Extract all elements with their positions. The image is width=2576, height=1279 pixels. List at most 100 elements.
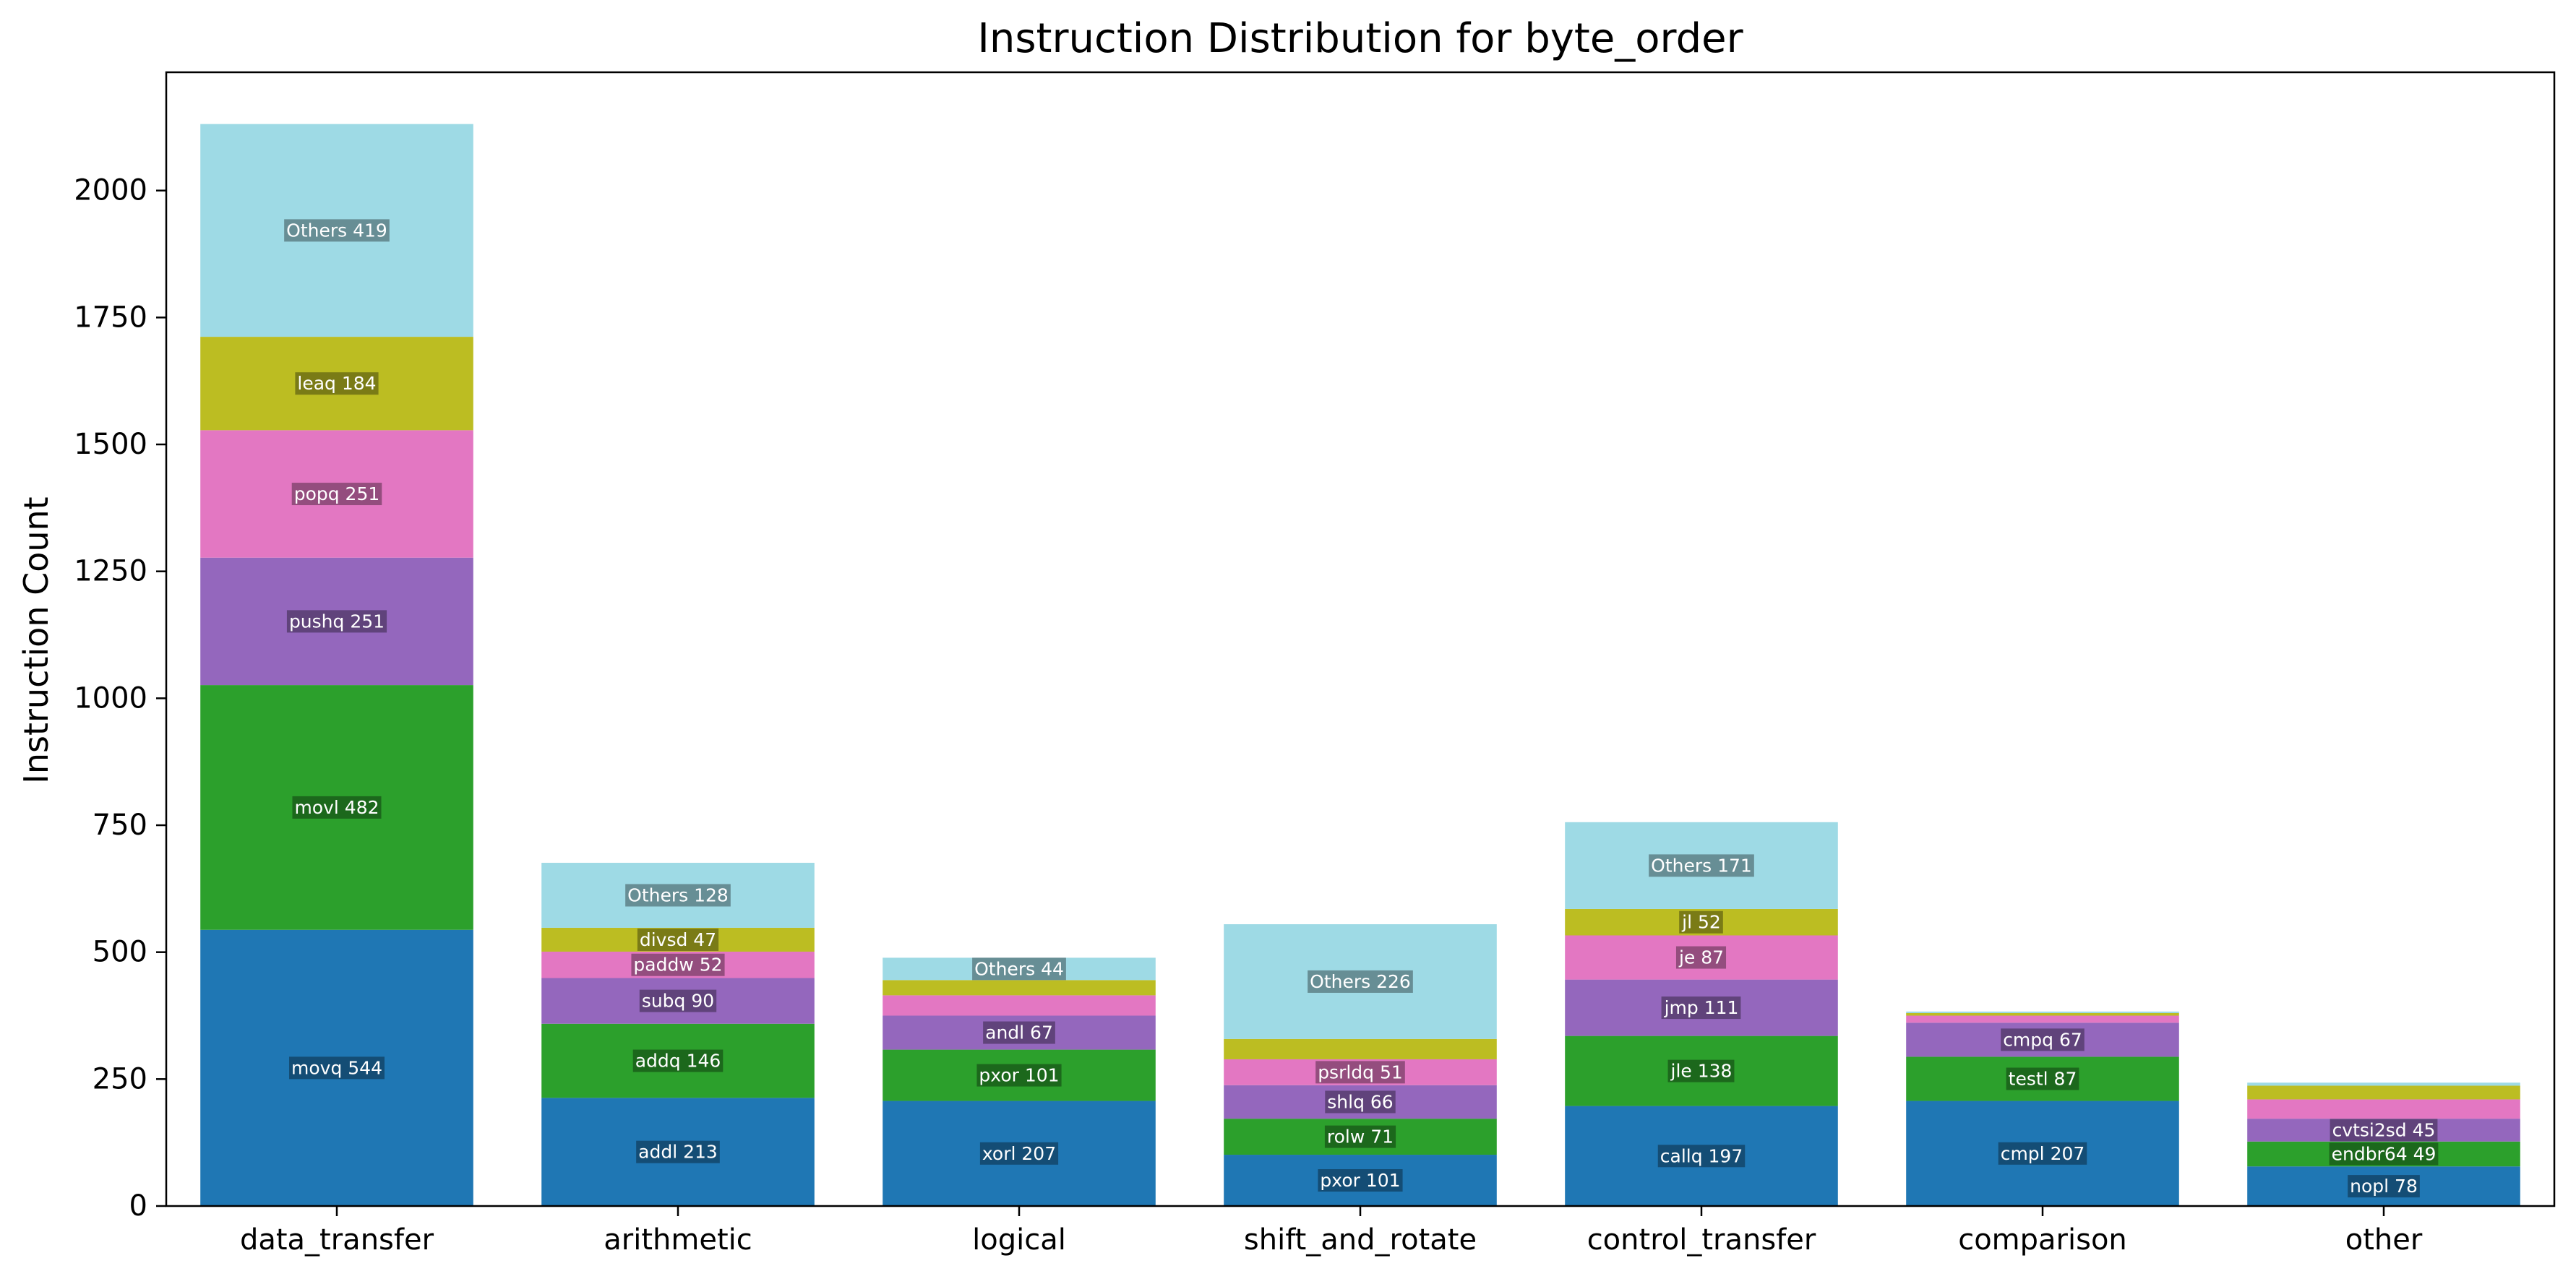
segment-label-background (2330, 1119, 2438, 1142)
segment-label-background (625, 884, 731, 907)
segment-label-control_transfer-others: Others 171 (1649, 854, 1754, 877)
segment-label-comparison-cmpq: cmpq 67 (2001, 1028, 2085, 1051)
segment-label-text: subq 90 (642, 991, 714, 1012)
bar-segment-other-cvtsi2sd (2247, 1119, 2520, 1142)
segment-label-data_transfer-others: Others 419 (284, 219, 390, 242)
bar-segment-data_transfer-movl (200, 685, 473, 930)
segment-label-text: andl 67 (985, 1022, 1053, 1043)
segment-label-text: jle 138 (1670, 1061, 1733, 1082)
segment-label-other-nopl: nopl 78 (2348, 1175, 2420, 1198)
bar-segment-shift_and_rotate-psrldq (1224, 1059, 1497, 1085)
segment-label-background (1661, 996, 1741, 1020)
segment-label-data_transfer-leaq: leaq 184 (295, 372, 379, 395)
bar-segment-data_transfer-popq (200, 430, 473, 558)
bars-layer (200, 124, 2520, 1206)
bar-segment-shift_and_rotate-rolw (1224, 1119, 1497, 1155)
segment-label-arithmetic-addl: addl 213 (636, 1140, 720, 1163)
segment-label-background (289, 1056, 385, 1080)
bar-segment-control_transfer-jmp (1565, 979, 1838, 1036)
axes-layer: 0 250 500 750 1000 1250 1500 1750 2000 data_trans… (74, 71, 2556, 1257)
bar-segment-arithmetic-others (541, 863, 815, 928)
bar-segment-control_transfer-je (1565, 935, 1838, 980)
bar-segment-logical-andl (883, 1015, 1156, 1050)
segment-label-text: cmpl 207 (2001, 1143, 2085, 1164)
segment-label-text: Others 171 (1651, 855, 1752, 876)
segment-label-text: paddw 52 (633, 955, 722, 976)
segment-label-text: rolw 71 (1327, 1127, 1394, 1147)
segment-label-control_transfer-jl: jl 52 (1679, 910, 1723, 934)
segment-label-background (1679, 910, 1723, 934)
y-tick-label: 250 (93, 1062, 147, 1095)
bar-segment-logical-xorl (883, 1101, 1156, 1206)
segment-label-text: endbr64 49 (2332, 1143, 2437, 1164)
segment-label-background (1324, 1125, 1396, 1148)
segment-label-background (632, 1049, 724, 1072)
segment-label-background (979, 1142, 1059, 1165)
bar-segment-control_transfer-callq (1565, 1106, 1838, 1206)
segment-label-arithmetic-addq: addq 146 (632, 1049, 724, 1072)
segment-label-control_transfer-jle: jle 138 (1667, 1059, 1735, 1082)
x-tick-label-arithmetic: arithmetic (604, 1223, 752, 1257)
segment-label-text: pxor 101 (1320, 1170, 1400, 1191)
segment-label-background (1675, 946, 1727, 969)
segment-label-background (976, 1064, 1062, 1087)
bar-segment-other-layer5 (2247, 1082, 2520, 1086)
bar-segment-comparison-cmpq (1906, 1022, 2179, 1057)
segment-label-text: popq 251 (294, 483, 380, 504)
segment-label-background (2348, 1175, 2420, 1198)
segment-label-text: psrldq 51 (1318, 1061, 1403, 1082)
segment-label-text: cmpq 67 (2003, 1029, 2082, 1050)
segment-label-background (1325, 1090, 1396, 1114)
segment-label-text: addq 146 (635, 1051, 721, 1072)
bar-segment-comparison-testl (1906, 1056, 2179, 1101)
bar-segment-comparison-layer5 (1906, 1011, 2179, 1013)
segment-label-text: testl 87 (2009, 1068, 2077, 1089)
bar-segment-control_transfer-jl (1565, 908, 1838, 936)
bar-segment-arithmetic-paddw (541, 951, 815, 978)
segment-label-other-cvtsi2sd: cvtsi2sd 45 (2330, 1119, 2438, 1142)
bar-segment-arithmetic-addq (541, 1023, 815, 1098)
segment-label-data_transfer-pushq: pushq 251 (286, 610, 387, 633)
segment-label-background (2001, 1028, 2085, 1051)
bar-segment-arithmetic-divsd (541, 927, 815, 952)
x-tick-label-other: other (2345, 1223, 2423, 1257)
y-tick-label: 500 (93, 936, 147, 969)
y-tick-label: 1500 (74, 428, 147, 461)
segment-label-arithmetic-divsd: divsd 47 (637, 928, 719, 951)
segment-label-background (292, 796, 382, 819)
bar-segment-data_transfer-others (200, 124, 473, 337)
segment-label-background (1315, 1061, 1405, 1084)
segment-label-data_transfer-movl: movl 482 (292, 796, 382, 819)
segment-label-background (1667, 1059, 1735, 1082)
segment-label-text: xorl 207 (982, 1143, 1056, 1164)
segment-label-shift_and_rotate-psrldq: psrldq 51 (1315, 1061, 1405, 1084)
bar-segment-control_transfer-jle (1565, 1035, 1838, 1106)
segment-label-logical-xorl: xorl 207 (979, 1142, 1059, 1165)
segment-label-comparison-cmpl: cmpl 207 (1998, 1142, 2087, 1165)
bar-segment-comparison-cmpl (1906, 1101, 2179, 1206)
segment-label-text: movl 482 (294, 797, 379, 818)
segment-label-background (1998, 1142, 2087, 1165)
segment-label-background (1649, 854, 1754, 877)
bar-segment-comparison-layer3 (1906, 1015, 2179, 1023)
bar-segment-other-nopl (2247, 1166, 2520, 1206)
segment-label-data_transfer-movq: movq 544 (289, 1056, 385, 1080)
segment-label-background (636, 1140, 720, 1163)
segment-label-text: jmp 111 (1664, 997, 1739, 1018)
bar-segment-other-endbr64 (2247, 1141, 2520, 1167)
bar-segment-shift_and_rotate-shlq (1224, 1085, 1497, 1119)
segment-label-text: cvtsi2sd 45 (2332, 1119, 2436, 1140)
y-tick-label: 0 (129, 1189, 147, 1223)
segment-label-control_transfer-callq: callq 197 (1657, 1145, 1746, 1168)
bar-segment-logical-layer4 (883, 980, 1156, 996)
segment-label-background (291, 483, 382, 506)
segment-label-text: jl 52 (1681, 912, 1721, 933)
y-tick-label: 750 (93, 809, 147, 842)
bar-segment-logical-layer3 (883, 995, 1156, 1016)
segment-label-arithmetic-others: Others 128 (625, 884, 731, 907)
segment-label-background (284, 219, 390, 242)
bar-segment-data_transfer-pushq (200, 557, 473, 686)
segment-label-shift_and_rotate-shlq: shlq 66 (1325, 1090, 1396, 1114)
y-tick-label: 2000 (74, 174, 147, 207)
